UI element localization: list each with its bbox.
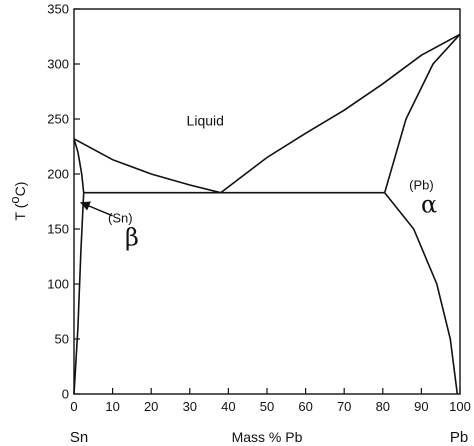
y-tick-label: 350 <box>47 2 69 17</box>
x-tick-label: 0 <box>70 399 77 414</box>
x-tick-label: 10 <box>105 399 119 414</box>
y-tick-label: 250 <box>47 112 69 127</box>
phase-boundary-line <box>73 138 85 193</box>
x-tick-label: 80 <box>376 399 390 414</box>
pointer-arrow <box>80 201 113 217</box>
y-tick-label: 150 <box>47 222 69 237</box>
sn-end-label: Sn <box>70 429 88 446</box>
y-axis-label-main: T ( <box>12 203 28 220</box>
region-label: (Sn) <box>108 210 133 225</box>
x-tick-label: 50 <box>260 399 274 414</box>
phase-boundary-line <box>220 33 461 194</box>
x-tick-label: 30 <box>183 399 197 414</box>
x-axis-label: Mass % Pb <box>232 429 303 445</box>
x-tick-label: 70 <box>337 399 351 414</box>
region-label: (Pb) <box>409 177 434 192</box>
y-tick-label: 50 <box>55 332 69 347</box>
x-tick-label: 40 <box>221 399 235 414</box>
region-label: Liquid <box>187 113 224 129</box>
pb-end-label: Pb <box>450 429 468 446</box>
x-tick-label: 60 <box>298 399 312 414</box>
x-tick-label: 100 <box>449 399 471 414</box>
y-axis-label: T (oC) <box>7 182 28 221</box>
y-axis-label-degree: o <box>7 196 22 203</box>
phase-boundary-line <box>384 192 459 395</box>
y-tick-label: 200 <box>47 167 69 182</box>
phase-boundary-line <box>73 138 221 194</box>
plot-frame <box>73 8 461 395</box>
x-tick-label: 20 <box>144 399 158 414</box>
y-tick-label: 0 <box>62 387 69 402</box>
y-tick-label: 300 <box>47 57 69 72</box>
y-axis-label-unit: C) <box>12 182 28 197</box>
region-label: β <box>125 224 139 252</box>
region-label: α <box>421 191 437 219</box>
y-tick-label: 100 <box>47 277 69 292</box>
phase-boundary-line <box>383 33 461 193</box>
phase-boundary-line <box>73 192 85 395</box>
x-tick-label: 90 <box>414 399 428 414</box>
